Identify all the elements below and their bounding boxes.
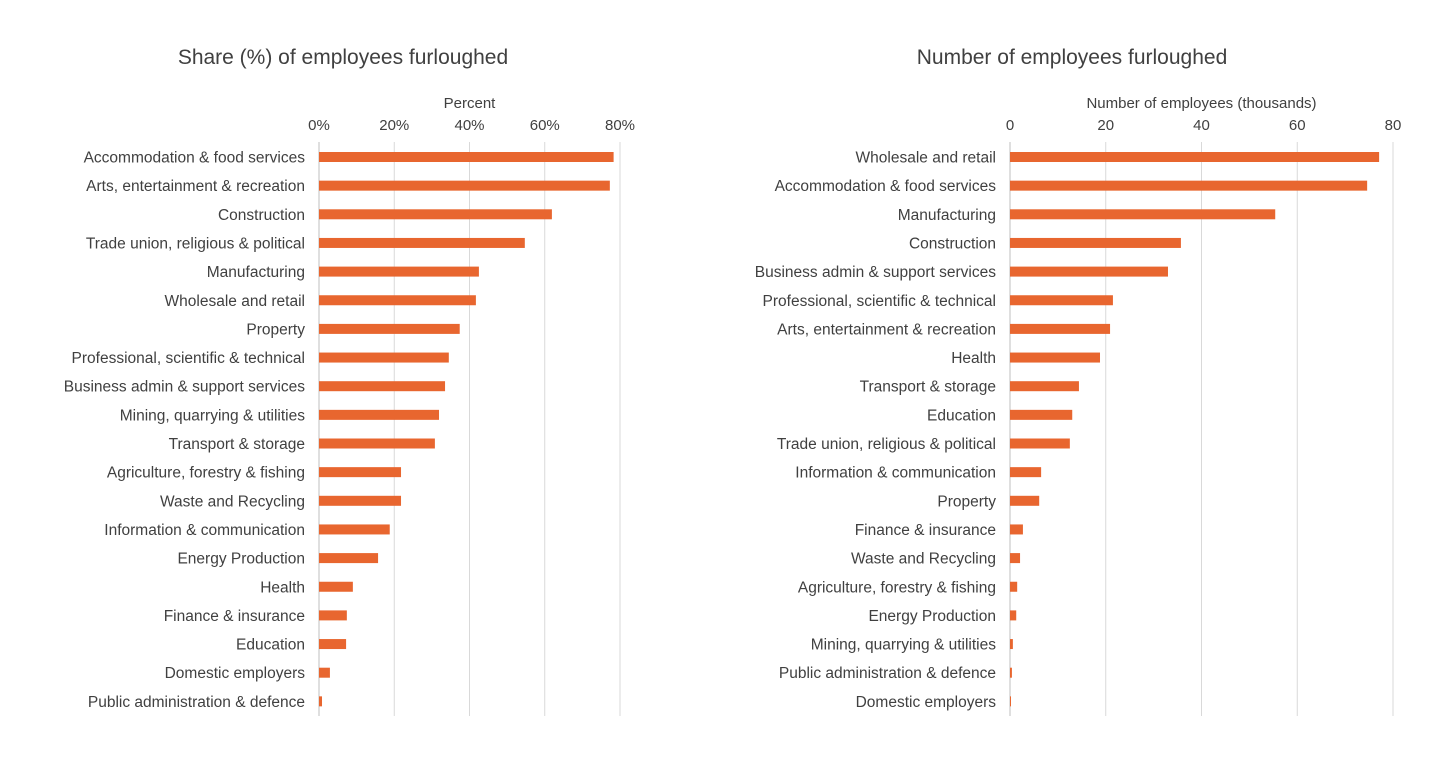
category-label: Transport & storage: [860, 379, 996, 396]
category-label: Mining, quarrying & utilities: [120, 407, 305, 424]
category-label: Domestic employers: [165, 665, 306, 682]
bar: [319, 610, 347, 621]
bar: [319, 553, 379, 564]
bar: [1010, 467, 1042, 478]
bar: [319, 180, 610, 191]
bar: [1010, 524, 1023, 535]
bar: [1010, 180, 1368, 191]
bar: [319, 323, 460, 334]
x-tick-label: 60%: [530, 117, 560, 134]
x-tick-label: 60: [1289, 117, 1306, 134]
x-tick-label: 20%: [379, 117, 409, 134]
category-label: Property: [246, 321, 305, 338]
category-label: Education: [927, 407, 996, 424]
category-label: Wholesale and retail: [165, 293, 305, 310]
category-label: Waste and Recycling: [160, 493, 305, 510]
bar: [319, 381, 446, 392]
category-label: Mining, quarrying & utilities: [811, 637, 996, 654]
category-label: Agriculture, forestry & fishing: [107, 465, 305, 482]
category-label: Construction: [909, 235, 996, 252]
category-label: Professional, scientific & technical: [72, 350, 305, 367]
x-axis-label: Number of employees (thousands): [1086, 95, 1316, 112]
bar: [1010, 581, 1018, 592]
category-label: Public administration & defence: [779, 665, 996, 682]
x-tick-label: 80: [1385, 117, 1402, 134]
bar: [1010, 295, 1113, 306]
category-label: Domestic employers: [856, 694, 997, 711]
category-label: Accommodation & food services: [84, 150, 306, 167]
bar: [319, 467, 402, 478]
bar: [1010, 381, 1079, 392]
bar: [1010, 323, 1111, 334]
bar: [1010, 409, 1073, 420]
category-label: Health: [951, 350, 996, 367]
bar: [1010, 495, 1040, 506]
bar: [1010, 152, 1380, 162]
category-label: Health: [260, 579, 305, 596]
category-label: Business admin & support services: [64, 379, 305, 396]
category-label: Accommodation & food services: [775, 178, 997, 195]
chart-title: Share (%) of employees furloughed: [178, 46, 508, 69]
category-label: Finance & insurance: [855, 522, 996, 539]
category-label: Arts, entertainment & recreation: [86, 178, 305, 195]
bar: [1010, 438, 1070, 449]
x-axis-label: Percent: [444, 95, 497, 112]
bar: [319, 266, 479, 277]
category-label: Manufacturing: [898, 207, 996, 224]
bar: [319, 639, 347, 650]
chart-title: Number of employees furloughed: [917, 46, 1228, 69]
bar: [319, 409, 440, 420]
x-tick-label: 40: [1193, 117, 1210, 134]
bar: [1010, 610, 1017, 621]
category-label: Manufacturing: [207, 264, 305, 281]
x-tick-label: 0: [1006, 117, 1014, 134]
bar: [319, 495, 402, 506]
bar: [1010, 266, 1168, 277]
x-tick-label: 20: [1097, 117, 1114, 134]
category-label: Arts, entertainment & recreation: [777, 321, 996, 338]
category-label: Finance & insurance: [164, 608, 305, 625]
bar: [319, 352, 449, 363]
category-label: Energy Production: [177, 551, 305, 568]
category-label: Agriculture, forestry & fishing: [798, 579, 996, 596]
bar: [319, 696, 323, 707]
bar: [319, 524, 390, 535]
bar: [319, 152, 614, 162]
bar: [1010, 553, 1021, 564]
bar: [319, 667, 330, 678]
category-label: Property: [937, 493, 996, 510]
bar: [1010, 696, 1011, 707]
category-label: Waste and Recycling: [851, 551, 996, 568]
category-label: Construction: [218, 207, 305, 224]
x-tick-label: 0%: [308, 117, 330, 134]
x-tick-label: 80%: [605, 117, 635, 134]
category-label: Public administration & defence: [88, 694, 305, 711]
category-label: Business admin & support services: [755, 264, 996, 281]
bar: [319, 581, 353, 592]
category-label: Information & communication: [795, 465, 996, 482]
bar: [1010, 209, 1276, 220]
category-label: Transport & storage: [169, 436, 305, 453]
category-label: Information & communication: [104, 522, 305, 539]
bar: [1010, 352, 1101, 363]
category-label: Wholesale and retail: [856, 150, 996, 167]
bar: [319, 438, 435, 449]
category-label: Trade union, religious & political: [86, 235, 305, 252]
bar: [1010, 667, 1012, 678]
bar: [319, 209, 552, 220]
category-label: Professional, scientific & technical: [763, 293, 996, 310]
x-tick-label: 40%: [454, 117, 484, 134]
bar: [1010, 639, 1013, 650]
category-label: Energy Production: [868, 608, 996, 625]
category-label: Trade union, religious & political: [777, 436, 996, 453]
bar: [319, 237, 525, 248]
bar: [1010, 237, 1181, 248]
category-label: Education: [236, 637, 305, 654]
bar: [319, 295, 476, 306]
